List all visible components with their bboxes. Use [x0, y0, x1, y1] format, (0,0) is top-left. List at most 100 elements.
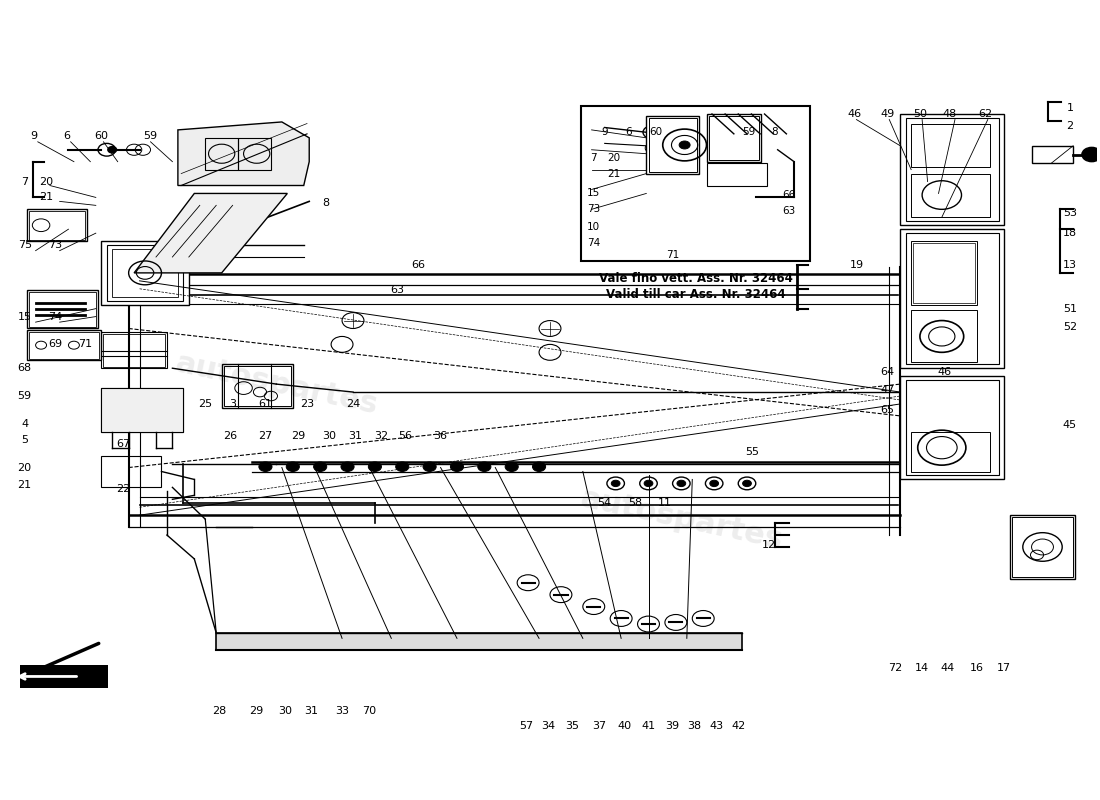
Text: 70: 70: [362, 706, 376, 717]
Bar: [911, 241, 977, 305]
Text: 35: 35: [565, 721, 579, 730]
Polygon shape: [178, 122, 309, 186]
Text: 30: 30: [322, 430, 335, 441]
Bar: [206, 138, 238, 170]
Text: 7: 7: [591, 153, 597, 162]
Text: 18: 18: [1063, 228, 1077, 238]
Circle shape: [286, 462, 299, 471]
Text: 63: 63: [782, 206, 795, 216]
Text: 72: 72: [888, 662, 902, 673]
Text: 43: 43: [710, 721, 724, 730]
Text: 59: 59: [143, 131, 157, 142]
Bar: [581, 106, 811, 261]
Text: 36: 36: [433, 430, 448, 441]
Text: 8: 8: [771, 127, 778, 138]
Bar: [905, 118, 999, 222]
Text: 27: 27: [258, 430, 273, 441]
Bar: [1032, 146, 1074, 163]
Text: 13: 13: [1063, 260, 1077, 270]
Text: 74: 74: [587, 238, 601, 248]
Bar: [101, 241, 189, 305]
Text: 15: 15: [587, 189, 601, 198]
Text: Valid till car Ass. Nr. 32464: Valid till car Ass. Nr. 32464: [606, 288, 785, 301]
Text: 3: 3: [229, 399, 236, 409]
Bar: [112, 249, 178, 297]
Bar: [647, 116, 698, 174]
Text: 65: 65: [880, 405, 894, 414]
Bar: [26, 210, 87, 241]
Text: 63: 63: [389, 286, 404, 295]
Bar: [29, 292, 96, 327]
Text: 29: 29: [292, 430, 306, 441]
Polygon shape: [134, 194, 287, 273]
Text: 33: 33: [336, 706, 349, 717]
Text: 60: 60: [650, 127, 662, 138]
Text: 29: 29: [250, 706, 264, 717]
Text: 42: 42: [732, 721, 746, 730]
Text: 59: 59: [18, 391, 32, 401]
Text: 53: 53: [1063, 208, 1077, 218]
Text: 57: 57: [519, 721, 534, 730]
Text: 40: 40: [617, 721, 631, 730]
Circle shape: [396, 462, 409, 471]
Circle shape: [710, 480, 718, 486]
Text: 15: 15: [18, 311, 32, 322]
Bar: [706, 163, 767, 186]
Text: 25: 25: [198, 399, 212, 409]
Bar: [649, 118, 696, 172]
Text: 26: 26: [223, 430, 238, 441]
Bar: [911, 123, 990, 167]
Text: 39: 39: [666, 721, 680, 730]
Bar: [911, 174, 990, 218]
Text: 20: 20: [18, 462, 32, 473]
Text: 7: 7: [21, 177, 29, 186]
Text: 21: 21: [607, 169, 620, 178]
Text: 23: 23: [300, 399, 315, 409]
Bar: [900, 376, 1004, 479]
Text: 22: 22: [116, 484, 130, 494]
Text: 34: 34: [541, 721, 554, 730]
Circle shape: [477, 462, 491, 471]
Circle shape: [645, 480, 653, 486]
Text: 14: 14: [915, 662, 930, 673]
Polygon shape: [101, 388, 184, 432]
Bar: [905, 233, 999, 364]
Circle shape: [742, 480, 751, 486]
Bar: [101, 333, 167, 368]
Text: 20: 20: [40, 177, 54, 186]
Text: 45: 45: [1063, 421, 1077, 430]
Text: 5: 5: [21, 434, 29, 445]
Text: 31: 31: [305, 706, 318, 717]
Text: 49: 49: [880, 109, 894, 119]
Text: 64: 64: [880, 367, 894, 377]
Text: 62: 62: [979, 109, 992, 119]
Bar: [238, 138, 271, 170]
Bar: [107, 245, 184, 301]
Text: 41: 41: [641, 721, 656, 730]
Text: 58: 58: [628, 498, 642, 508]
Circle shape: [108, 146, 117, 153]
Text: 10: 10: [587, 222, 601, 232]
Bar: [900, 114, 1004, 226]
Text: 28: 28: [212, 706, 227, 717]
Text: 44: 44: [940, 662, 955, 673]
Text: 47: 47: [880, 386, 894, 395]
Bar: [20, 666, 108, 687]
Bar: [1012, 517, 1074, 577]
Text: 73: 73: [587, 204, 601, 214]
Bar: [224, 366, 290, 406]
Text: Vale fino vett. Ass. Nr. 32464: Vale fino vett. Ass. Nr. 32464: [598, 272, 792, 285]
Bar: [101, 456, 162, 487]
Circle shape: [341, 462, 354, 471]
Circle shape: [450, 462, 463, 471]
Circle shape: [424, 462, 437, 471]
Circle shape: [314, 462, 327, 471]
Text: 6: 6: [63, 131, 69, 142]
Text: 12: 12: [762, 539, 776, 550]
Text: 21: 21: [40, 193, 54, 202]
Text: 73: 73: [48, 240, 63, 250]
Text: 66: 66: [782, 190, 795, 200]
Text: 55: 55: [746, 446, 759, 457]
Text: 75: 75: [18, 240, 32, 250]
Text: 56: 56: [398, 430, 412, 441]
